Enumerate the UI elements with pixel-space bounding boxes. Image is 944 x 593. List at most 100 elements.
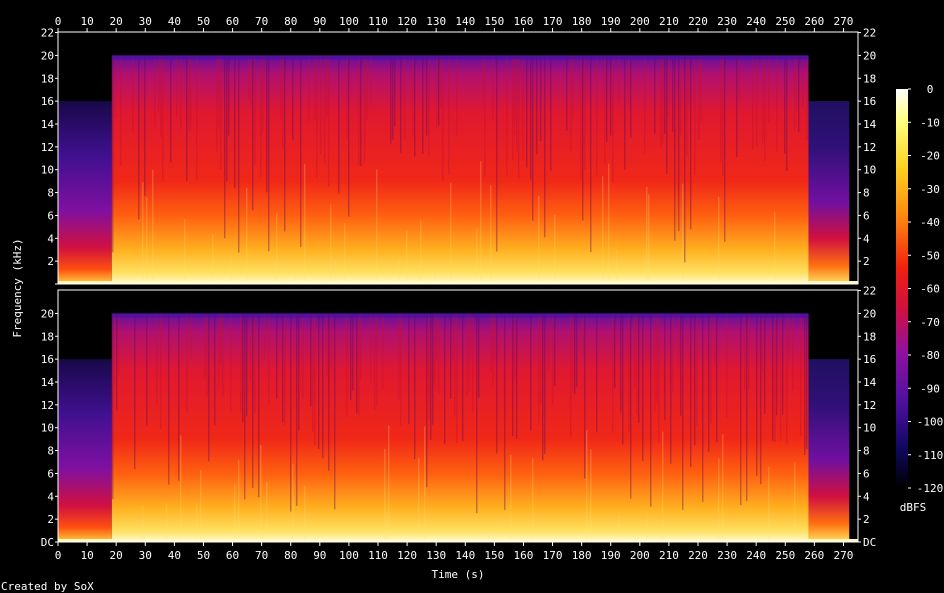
y-tick-label: 20 (863, 307, 876, 320)
y-tick-label: 2 (47, 513, 54, 526)
y-tick-label: 8 (863, 445, 870, 458)
y-tick-label: 20 (863, 49, 876, 62)
x-tick-label: 120 (397, 15, 417, 28)
x-tick-label: 90 (313, 549, 326, 562)
x-tick-label: 250 (775, 15, 795, 28)
x-tick-label: 10 (80, 549, 93, 562)
x-tick-label: 20 (110, 549, 123, 562)
cutoff-fringe (111, 313, 809, 318)
x-tick-label: 230 (717, 15, 737, 28)
x-tick-label: 260 (804, 15, 824, 28)
colorbar-label: dBFS (900, 501, 927, 514)
y-tick-label: DC (41, 536, 54, 549)
x-tick-label: 210 (659, 15, 679, 28)
y-tick-label: 4 (47, 232, 54, 245)
x-tick-label: 220 (688, 549, 708, 562)
x-tick-label: 150 (484, 15, 504, 28)
striations (112, 313, 808, 542)
y-tick-label: 22 (41, 27, 54, 40)
x-tick-label: 110 (368, 549, 388, 562)
x-tick-label: 270 (834, 549, 854, 562)
colorbar-tick-label: -70 (920, 316, 940, 329)
colorbar-tick-label: -20 (920, 150, 940, 163)
x-tick-label: 70 (255, 15, 268, 28)
x-tick-label: 230 (717, 549, 737, 562)
colorbar-tick-label: -100 (917, 416, 944, 429)
x-tick-label: 110 (368, 15, 388, 28)
panel-frame (57, 31, 859, 285)
x-tick-label: 240 (746, 549, 766, 562)
x-tick-label: 150 (484, 549, 504, 562)
x-tick-label: 100 (339, 15, 359, 28)
colorbar-tick-label: -120 (917, 482, 944, 495)
colorbar-tick-label: -110 (917, 449, 944, 462)
segment-region (111, 55, 809, 284)
x-tick-label: 10 (80, 15, 93, 28)
colorbar-tick-label: -40 (920, 216, 940, 229)
x-tick-label: 210 (659, 549, 679, 562)
y-tick-label: 14 (41, 118, 55, 131)
y-tick-label: 18 (41, 72, 54, 85)
y-tick-label: 16 (863, 95, 876, 108)
spectrogram-panels (58, 32, 858, 542)
y-tick-label: 20 (41, 307, 54, 320)
y-tick-label: 8 (47, 445, 54, 458)
y-tick-label: 14 (41, 376, 55, 389)
y-tick-label: 4 (863, 490, 870, 503)
colorbar-tick-label: -50 (920, 249, 940, 262)
x-tick-label: 140 (455, 15, 475, 28)
x-tick-label: 0 (55, 15, 62, 28)
x-tick-label: 0 (55, 549, 62, 562)
y-tick-label: 10 (41, 164, 54, 177)
y-tick-label: 6 (47, 467, 54, 480)
x-tick-label: 90 (313, 15, 326, 28)
colorbar: 0 -10 -20 -30 -40 -50 -60 -70 -80 -90 -100 -110 -120 (896, 83, 943, 495)
x-tick-label: 250 (775, 549, 795, 562)
segment-region (111, 313, 809, 542)
cutoff-fringe (111, 55, 809, 60)
y-tick-label: 14 (863, 376, 877, 389)
y-tick-label: 12 (863, 399, 876, 412)
x-tick-label: 170 (543, 549, 563, 562)
x-tick-label: 120 (397, 549, 417, 562)
y-tick-label: 10 (863, 164, 876, 177)
x-tick-label: 170 (543, 15, 563, 28)
y-tick-label: 6 (863, 467, 870, 480)
x-tick-label: 30 (139, 549, 152, 562)
x-tick-label: 190 (601, 15, 621, 28)
y-tick-label: 22 (863, 27, 876, 40)
x-tick-label: 40 (168, 549, 181, 562)
x-tick-label: 200 (630, 549, 650, 562)
x-tick-label: 160 (514, 15, 534, 28)
colorbar-tick-label: -30 (920, 183, 940, 196)
y-tick-label: 20 (41, 49, 54, 62)
panel-frame (57, 289, 859, 543)
x-tick-label: 180 (572, 549, 592, 562)
axes: 246810121416182022246810121416182022DC24… (41, 15, 877, 562)
x-tick-label: 80 (284, 15, 297, 28)
x-tick-label: 130 (426, 549, 446, 562)
x-tick-label: 190 (601, 549, 621, 562)
x-tick-label: 130 (426, 15, 446, 28)
colorbar-tick-label: -90 (920, 382, 940, 395)
footer-credit: Created by SoX (1, 580, 94, 593)
y-tick-label: 2 (863, 255, 870, 268)
x-tick-label: 160 (514, 549, 534, 562)
y-tick-label: 16 (863, 353, 876, 366)
dc-band (58, 539, 858, 542)
colorbar-tick-label: -10 (920, 116, 940, 129)
y-tick-label: 16 (41, 353, 54, 366)
y-tick-label: 18 (863, 330, 876, 343)
colorbar-gradient (896, 89, 908, 488)
y-tick-label: 14 (863, 118, 877, 131)
x-tick-label: 220 (688, 15, 708, 28)
colorbar-tick-label: -80 (920, 349, 940, 362)
y-tick-label: 6 (47, 209, 54, 222)
y-tick-label: 12 (41, 141, 54, 154)
y-tick-label: 22 (863, 285, 876, 298)
y-tick-label: 12 (41, 399, 54, 412)
x-tick-label: 260 (804, 549, 824, 562)
x-tick-label: 30 (139, 15, 152, 28)
colorbar-tick-label: -60 (920, 283, 940, 296)
